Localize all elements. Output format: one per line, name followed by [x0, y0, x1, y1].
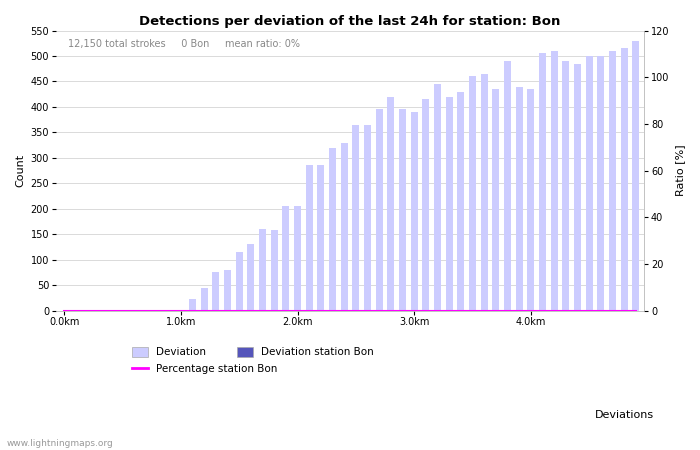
- Bar: [306, 166, 313, 310]
- Percentage station Bon: [631, 308, 640, 313]
- Text: Deviations: Deviations: [596, 410, 654, 419]
- Bar: [492, 89, 499, 310]
- Percentage station Bon: [60, 308, 69, 313]
- Percentage station Bon: [526, 308, 535, 313]
- Percentage station Bon: [200, 308, 209, 313]
- Percentage station Bon: [235, 308, 244, 313]
- Bar: [457, 92, 464, 310]
- Bar: [236, 252, 243, 310]
- Percentage station Bon: [608, 308, 617, 313]
- Bar: [224, 270, 231, 310]
- Bar: [259, 229, 266, 310]
- Percentage station Bon: [153, 308, 162, 313]
- Bar: [632, 41, 639, 310]
- Bar: [481, 74, 488, 310]
- Percentage station Bon: [445, 308, 454, 313]
- Bar: [446, 97, 453, 310]
- Percentage station Bon: [281, 308, 290, 313]
- Percentage station Bon: [596, 308, 605, 313]
- Percentage station Bon: [480, 308, 489, 313]
- Title: Detections per deviation of the last 24h for station: Bon: Detections per deviation of the last 24h…: [139, 15, 561, 28]
- Percentage station Bon: [130, 308, 139, 313]
- Percentage station Bon: [141, 308, 150, 313]
- Percentage station Bon: [456, 308, 465, 313]
- Percentage station Bon: [386, 308, 395, 313]
- Bar: [399, 109, 406, 310]
- Bar: [609, 51, 616, 310]
- Percentage station Bon: [328, 308, 337, 313]
- Percentage station Bon: [106, 308, 115, 313]
- Bar: [586, 56, 593, 310]
- Percentage station Bon: [316, 308, 325, 313]
- Bar: [551, 51, 558, 310]
- Percentage station Bon: [620, 308, 629, 313]
- Percentage station Bon: [573, 308, 582, 313]
- Percentage station Bon: [83, 308, 92, 313]
- Percentage station Bon: [118, 308, 127, 313]
- Percentage station Bon: [293, 308, 302, 313]
- Percentage station Bon: [503, 308, 512, 313]
- Bar: [422, 99, 429, 310]
- Bar: [364, 125, 371, 310]
- Percentage station Bon: [72, 308, 80, 313]
- Percentage station Bon: [363, 308, 372, 313]
- Bar: [574, 63, 581, 310]
- Bar: [516, 86, 523, 310]
- Bar: [597, 56, 604, 310]
- Bar: [189, 299, 196, 310]
- Percentage station Bon: [95, 308, 104, 313]
- Bar: [247, 244, 254, 310]
- Bar: [294, 206, 301, 310]
- Bar: [539, 54, 546, 310]
- Percentage station Bon: [246, 308, 255, 313]
- Bar: [317, 166, 324, 310]
- Percentage station Bon: [585, 308, 594, 313]
- Bar: [329, 148, 336, 310]
- Bar: [271, 230, 278, 310]
- Bar: [341, 143, 348, 310]
- Percentage station Bon: [176, 308, 185, 313]
- Text: 12,150 total strokes     0 Bon     mean ratio: 0%: 12,150 total strokes 0 Bon mean ratio: 0…: [68, 39, 300, 49]
- Percentage station Bon: [270, 308, 279, 313]
- Percentage station Bon: [211, 308, 220, 313]
- Percentage station Bon: [340, 308, 349, 313]
- Percentage station Bon: [550, 308, 559, 313]
- Bar: [282, 206, 289, 310]
- Percentage station Bon: [258, 308, 267, 313]
- Percentage station Bon: [433, 308, 442, 313]
- Percentage station Bon: [468, 308, 477, 313]
- Bar: [621, 48, 628, 310]
- Bar: [527, 89, 534, 310]
- Percentage station Bon: [561, 308, 570, 313]
- Bar: [434, 84, 441, 310]
- Percentage station Bon: [410, 308, 419, 313]
- Y-axis label: Ratio [%]: Ratio [%]: [675, 145, 685, 196]
- Text: www.lightningmaps.org: www.lightningmaps.org: [7, 439, 113, 448]
- Percentage station Bon: [491, 308, 500, 313]
- Y-axis label: Count: Count: [15, 154, 25, 187]
- Bar: [562, 61, 569, 310]
- Percentage station Bon: [351, 308, 360, 313]
- Percentage station Bon: [398, 308, 407, 313]
- Bar: [352, 125, 359, 310]
- Percentage station Bon: [223, 308, 232, 313]
- Percentage station Bon: [538, 308, 547, 313]
- Percentage station Bon: [188, 308, 197, 313]
- Percentage station Bon: [305, 308, 314, 313]
- Bar: [201, 288, 208, 310]
- Percentage station Bon: [421, 308, 430, 313]
- Bar: [212, 272, 219, 310]
- Legend: Percentage station Bon: Percentage station Bon: [132, 363, 277, 374]
- Percentage station Bon: [165, 308, 174, 313]
- Percentage station Bon: [375, 308, 384, 313]
- Bar: [469, 76, 476, 310]
- Percentage station Bon: [515, 308, 524, 313]
- Bar: [387, 97, 394, 310]
- Bar: [504, 61, 511, 310]
- Bar: [376, 109, 383, 310]
- Bar: [411, 112, 418, 310]
